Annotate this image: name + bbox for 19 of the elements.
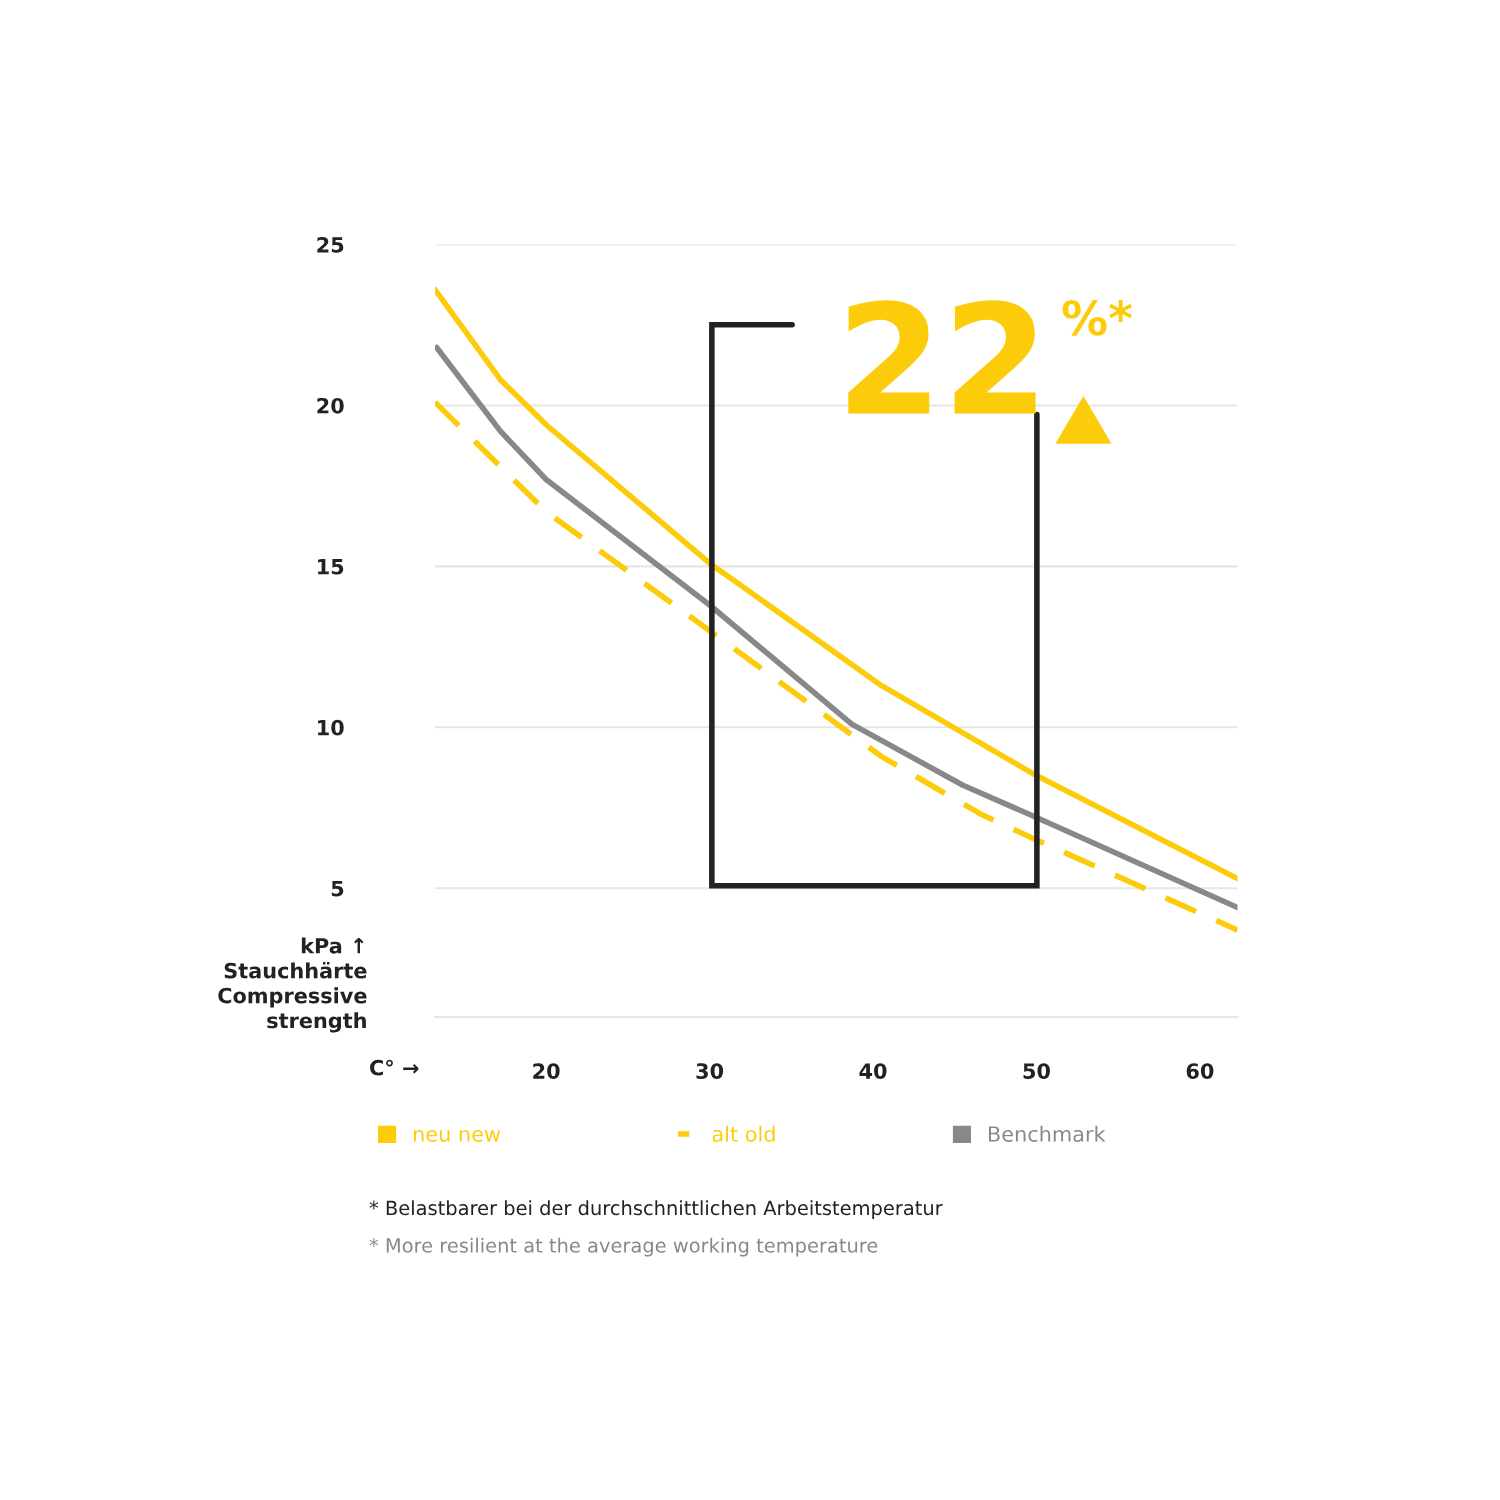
x-tick-label: 20 <box>533 1063 560 1079</box>
x-axis-title: C° → <box>370 1059 419 1076</box>
text: * Belastbarer bei der durchschnittlichen Arbeitstemperatur <box>369 1200 943 1220</box>
y-tick-label: 25 <box>317 236 344 253</box>
y-tick-label: 10 <box>318 719 344 736</box>
annotation: %* <box>1062 300 1133 336</box>
y-tick-label: 5 <box>331 880 344 897</box>
x-tick-label: 50 <box>1023 1063 1050 1079</box>
legend-label: Benchmark <box>988 1125 1106 1142</box>
x-tick-label: 30 <box>696 1063 724 1079</box>
y-tick-label: 15 <box>318 559 344 575</box>
y-axis-title: kPa ↑ Stauchhärte Compressive strength <box>218 937 367 1033</box>
x-tick-label: 60 <box>1186 1063 1214 1079</box>
text: * More resilient at the average working temperature <box>369 1237 878 1257</box>
legend-label: neu new <box>413 1129 501 1142</box>
x-tick-label: 40 <box>859 1063 887 1079</box>
y-tick-label: 20 <box>317 397 344 414</box>
annotation: 22 <box>848 300 1036 414</box>
legend-label: alt old <box>712 1125 775 1142</box>
